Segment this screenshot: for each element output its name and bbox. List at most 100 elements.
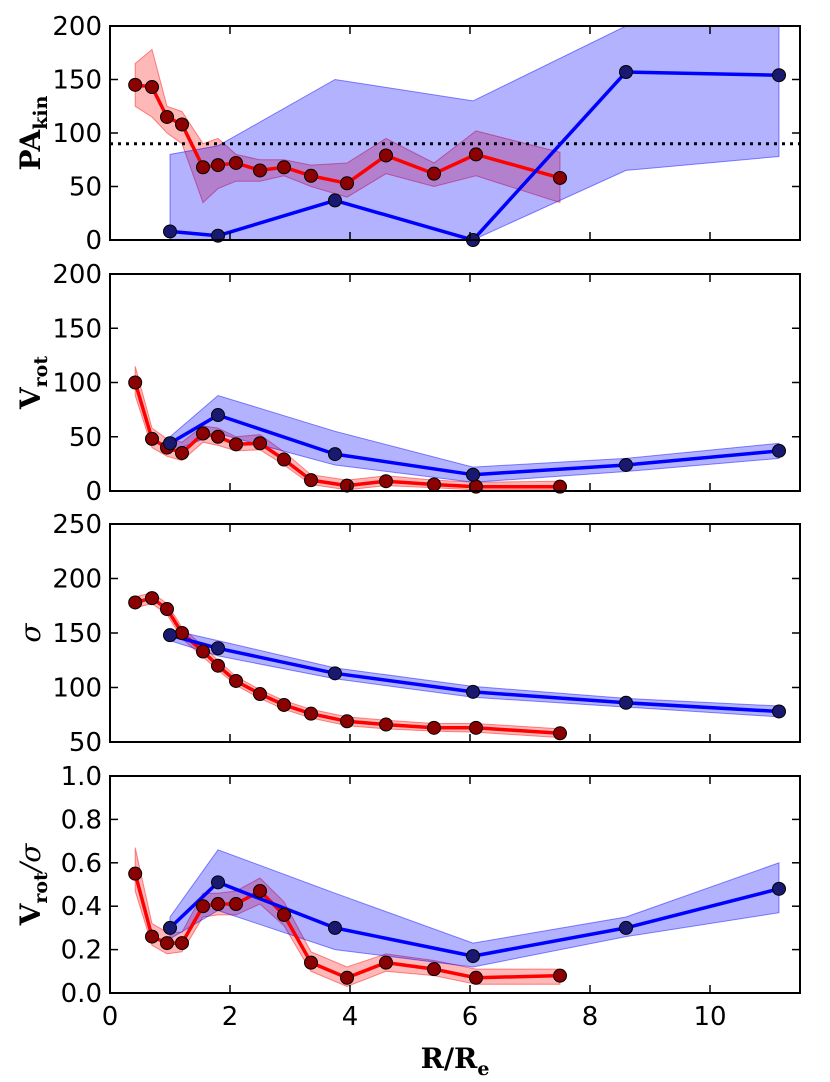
- series-line-blue: [169, 413, 780, 477]
- panel-sigma: 50 100 150 200 250 σ: [14, 510, 801, 758]
- data-point-red: [427, 720, 441, 735]
- data-point-red: [427, 962, 441, 977]
- data-point-red: [196, 899, 210, 914]
- x-axis-label: R/Re: [421, 1042, 490, 1080]
- series-line-blue: [168, 880, 780, 958]
- axes-frame: [109, 775, 801, 994]
- data-point-red: [229, 155, 243, 170]
- y-tick-label: 50: [69, 423, 102, 453]
- data-point-red: [253, 884, 267, 899]
- data-point-red: [128, 375, 143, 390]
- data-point-blue: [619, 457, 633, 472]
- error-band-red: [134, 847, 561, 988]
- data-point-red: [304, 168, 318, 183]
- y-tick-label: 100: [52, 674, 102, 704]
- data-point-red: [253, 436, 267, 451]
- y-tick-label: 0.6: [61, 849, 102, 879]
- data-point-red: [196, 160, 210, 175]
- data-point-blue: [619, 920, 633, 935]
- data-point-red: [553, 479, 567, 494]
- y-axis-label-suffix: /σ: [14, 843, 47, 875]
- y-axis-label-main: σ: [14, 623, 47, 643]
- data-point-red: [340, 970, 354, 985]
- data-point-red: [277, 697, 291, 712]
- data-point-red: [160, 109, 174, 124]
- x-tick-label: 10: [693, 1002, 726, 1032]
- y-axis-label-sub: rot: [30, 356, 52, 388]
- data-point-red: [469, 147, 483, 162]
- y-tick-label: 150: [52, 66, 102, 96]
- data-point-red: [427, 477, 441, 492]
- data-point-blue: [163, 436, 177, 451]
- data-point-red: [145, 591, 159, 606]
- y-tick-label: 200: [52, 260, 102, 290]
- data-point-red: [175, 446, 189, 461]
- data-point-red: [211, 158, 225, 173]
- data-point-blue: [619, 65, 633, 80]
- y-tick-label: 150: [52, 314, 102, 344]
- y-tick-label: 200: [52, 565, 102, 595]
- x-tick-label: 0: [102, 1002, 119, 1032]
- series-line-blue: [169, 70, 780, 240]
- data-point-red: [128, 866, 143, 881]
- series-line-red: [134, 596, 561, 736]
- data-point-red: [145, 431, 159, 446]
- data-point-red: [379, 474, 393, 489]
- y-tick-label: 0.2: [61, 936, 102, 966]
- data-point-blue: [466, 467, 480, 482]
- data-point-blue: [772, 881, 786, 896]
- plot-area: [110, 26, 800, 240]
- y-tick-label: 0.8: [61, 805, 102, 835]
- data-point-red: [379, 717, 393, 732]
- data-point-red: [253, 163, 267, 178]
- panel-pa: 0 50 100 150 200 PAkin: [14, 12, 801, 256]
- plot-area: [133, 847, 780, 988]
- data-point-red: [253, 687, 267, 702]
- y-axis-label-sub: kin: [30, 95, 52, 129]
- y-axis-label-sub: rot: [30, 872, 52, 904]
- error-band-blue: [169, 629, 780, 718]
- data-point-blue: [328, 666, 342, 681]
- data-point-blue: [163, 628, 177, 643]
- data-point-red: [379, 148, 393, 163]
- x-tick-label: 2: [222, 1002, 239, 1032]
- data-point-red: [304, 473, 318, 488]
- data-point-blue: [328, 193, 342, 208]
- data-point-red: [379, 955, 393, 970]
- data-point-red: [211, 897, 225, 912]
- x-tick-label: 4: [342, 1002, 359, 1032]
- data-point-red: [196, 426, 210, 441]
- data-point-red: [160, 936, 174, 951]
- data-point-red: [304, 955, 318, 970]
- data-point-blue: [772, 443, 786, 458]
- y-axis-label-main: V: [14, 902, 47, 926]
- x-axis-label-main: R/R: [421, 1042, 478, 1075]
- data-point-blue: [466, 949, 480, 964]
- y-tick-label: 0: [85, 226, 102, 256]
- data-point-red: [469, 970, 483, 985]
- x-tick-label: 8: [582, 1002, 599, 1032]
- y-tick-label: 0.4: [61, 892, 102, 922]
- data-point-red: [277, 907, 291, 922]
- data-point-red: [427, 166, 441, 181]
- x-axis-label-sub: e: [477, 1058, 489, 1080]
- y-axis-label: Vrot/σ: [14, 843, 52, 927]
- y-tick-label: 250: [52, 510, 102, 540]
- series-line-blue: [169, 633, 780, 714]
- data-point-red: [229, 897, 243, 912]
- data-point-red: [553, 968, 567, 983]
- data-point-red: [175, 936, 189, 951]
- y-tick-label: 50: [69, 728, 102, 758]
- data-point-blue: [211, 408, 225, 423]
- data-point-red: [175, 626, 189, 640]
- x-tick-label: 6: [462, 1002, 479, 1032]
- data-point-red: [553, 170, 567, 185]
- data-point-red: [340, 714, 354, 729]
- y-tick-label: 100: [52, 119, 102, 149]
- data-point-blue: [772, 68, 786, 83]
- plot-area: [134, 592, 780, 739]
- data-point-blue: [163, 920, 177, 935]
- y-tick-label: 100: [52, 369, 102, 399]
- panel-vsigma: 0.0 0.2 0.4 0.6 0.8 1.0 0 2 4 6 8 10 Vrot/σ: [14, 762, 801, 1032]
- data-point-red: [304, 706, 318, 721]
